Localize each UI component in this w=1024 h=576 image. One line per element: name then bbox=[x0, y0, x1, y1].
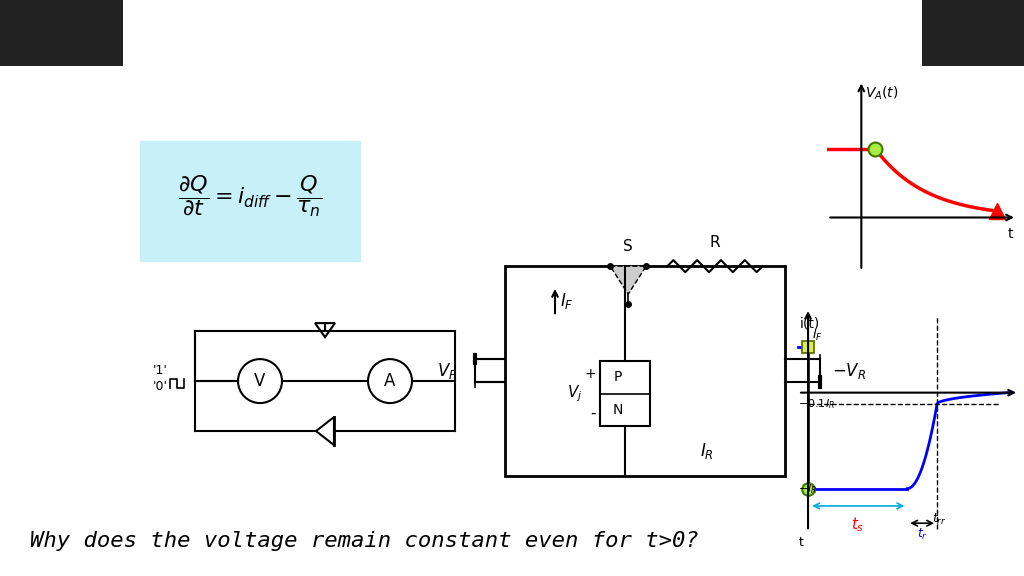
Text: V: V bbox=[254, 372, 265, 390]
Text: $t_s$: $t_s$ bbox=[851, 516, 864, 534]
Text: Why does the voltage remain constant even for t>0?: Why does the voltage remain constant eve… bbox=[30, 531, 698, 551]
Text: t: t bbox=[1008, 226, 1014, 241]
Text: $I_F$: $I_F$ bbox=[560, 291, 573, 311]
Bar bbox=[922, 0, 1024, 66]
Text: t: t bbox=[799, 536, 804, 550]
Text: i(t): i(t) bbox=[800, 317, 819, 331]
Text: '0': '0' bbox=[153, 380, 168, 393]
Text: R: R bbox=[710, 235, 720, 250]
Bar bbox=[0, 0, 123, 66]
Text: $I_R$: $I_R$ bbox=[699, 441, 714, 461]
Text: A: A bbox=[384, 372, 395, 390]
Text: $t_r$: $t_r$ bbox=[916, 527, 928, 542]
Text: -: - bbox=[591, 406, 596, 420]
Text: $V_A(t)$: $V_A(t)$ bbox=[864, 85, 898, 102]
Text: +: + bbox=[585, 367, 596, 381]
Text: $-V_R$: $-V_R$ bbox=[831, 361, 866, 381]
Text: P: P bbox=[613, 370, 622, 384]
Text: S: S bbox=[624, 239, 633, 254]
Text: $V_j$: $V_j$ bbox=[566, 383, 582, 404]
Bar bbox=[140, 141, 360, 261]
Polygon shape bbox=[610, 266, 646, 294]
Bar bbox=[505, 266, 785, 476]
Text: N: N bbox=[612, 403, 623, 417]
Text: $I_F$: $I_F$ bbox=[812, 328, 822, 343]
Text: $t_{rr}$: $t_{rr}$ bbox=[932, 512, 947, 527]
Text: '1': '1' bbox=[154, 363, 168, 377]
Text: $V_F$: $V_F$ bbox=[437, 361, 457, 381]
Text: $\dfrac{\partial Q}{\partial t} = i_{diff} - \dfrac{Q}{\tau_n}$: $\dfrac{\partial Q}{\partial t} = i_{dif… bbox=[178, 173, 323, 219]
Text: $-0.1I_R$: $-0.1I_R$ bbox=[798, 397, 836, 411]
Text: Turn-off Characteristics: Determine (t$_s$): Turn-off Characteristics: Determine (t$_… bbox=[234, 20, 790, 47]
Bar bbox=[600, 361, 650, 426]
Text: $-I_R$: $-I_R$ bbox=[798, 482, 817, 495]
